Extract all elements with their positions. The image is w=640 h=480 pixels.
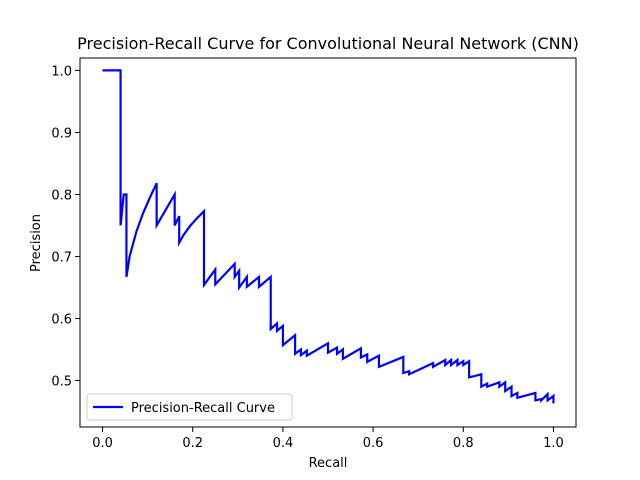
x-tick-label: 0.2 bbox=[182, 436, 203, 451]
pr-curve-line bbox=[102, 69, 555, 404]
legend: Precision-Recall Curve bbox=[86, 393, 293, 421]
legend-entry-label: Precision-Recall Curve bbox=[131, 401, 275, 416]
y-axis-label: Precision bbox=[29, 214, 44, 272]
y-tick-label: 0.6 bbox=[51, 312, 72, 327]
chart-title: Precision-Recall Curve for Convolutional… bbox=[77, 34, 579, 53]
x-tick-label: 0.4 bbox=[273, 436, 294, 451]
y-tick-label: 1.0 bbox=[51, 64, 72, 79]
x-axis-label: Recall bbox=[309, 456, 348, 471]
x-tick-label: 0.6 bbox=[363, 436, 384, 451]
y-tick-label: 0.7 bbox=[51, 250, 72, 265]
series-layer bbox=[102, 69, 555, 404]
legend-box bbox=[86, 393, 293, 421]
x-axis-ticks: 0.0 0.2 0.4 0.6 0.8 1.0 bbox=[92, 427, 564, 451]
x-tick-label: 0.0 bbox=[92, 436, 113, 451]
y-axis-ticks: 0.5 0.6 0.7 0.8 0.9 1.0 bbox=[51, 64, 80, 389]
y-tick-label: 0.8 bbox=[51, 188, 72, 203]
y-tick-label: 0.5 bbox=[51, 374, 72, 389]
x-tick-label: 0.8 bbox=[453, 436, 474, 451]
x-tick-label: 1.0 bbox=[543, 436, 564, 451]
y-tick-label: 0.9 bbox=[51, 126, 72, 141]
plot-area-frame bbox=[79, 57, 577, 428]
